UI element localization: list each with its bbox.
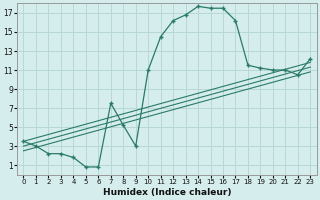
X-axis label: Humidex (Indice chaleur): Humidex (Indice chaleur) [103, 188, 231, 197]
